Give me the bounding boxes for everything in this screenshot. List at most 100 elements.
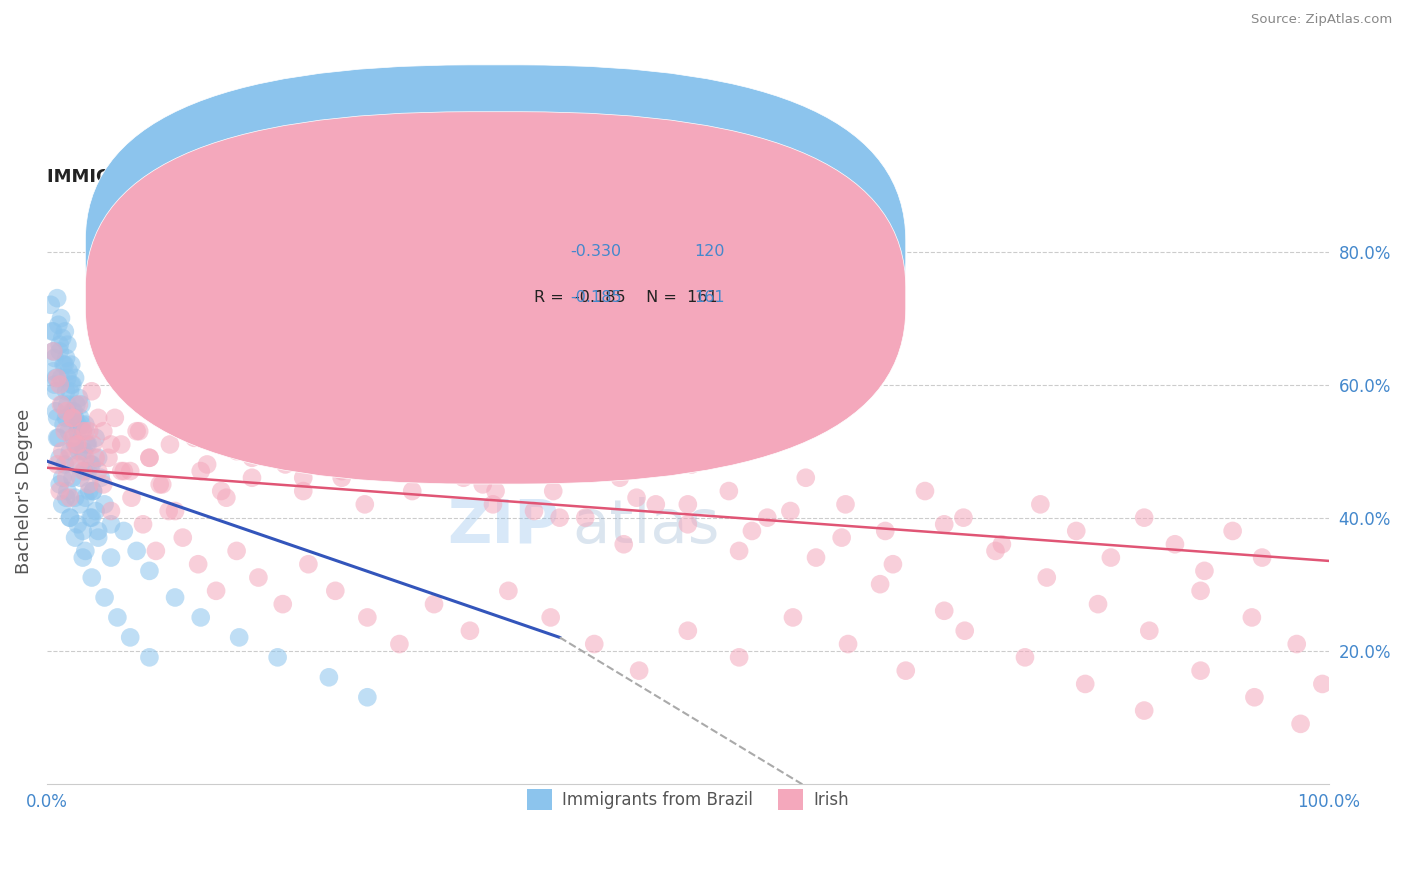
Point [72, 524, 94, 538]
Point [297, 558, 319, 572]
Point [53, 424, 76, 438]
Point [225, 544, 247, 558]
Point [63, 531, 86, 545]
Point [75, 491, 97, 505]
Point [65, 398, 87, 412]
Point [51, 398, 73, 412]
Point [388, 637, 411, 651]
Point [1099, 550, 1122, 565]
Point [1251, 550, 1274, 565]
Point [510, 458, 533, 472]
Point [91, 477, 114, 491]
Point [804, 550, 827, 565]
Point [274, 458, 297, 472]
Point [51, 444, 73, 458]
Point [77, 424, 100, 438]
Point [257, 431, 280, 445]
Point [87, 311, 110, 326]
Point [84, 431, 107, 445]
Point [62, 404, 84, 418]
Point [58, 424, 80, 438]
Point [65, 458, 87, 472]
Point [56, 484, 79, 499]
Point [82, 484, 104, 499]
Point [172, 531, 194, 545]
Point [75, 450, 97, 465]
Point [84, 504, 107, 518]
Point [75, 424, 97, 438]
Point [482, 497, 505, 511]
Point [247, 570, 270, 584]
Point [292, 437, 315, 451]
Point [100, 550, 122, 565]
Point [292, 484, 315, 499]
Point [540, 610, 562, 624]
Point [79, 510, 101, 524]
Point [834, 497, 856, 511]
Point [55, 351, 77, 365]
Text: R = -0.330    N = 120: R = -0.330 N = 120 [534, 244, 707, 259]
Point [681, 458, 703, 472]
Point [170, 404, 193, 418]
Point [183, 431, 205, 445]
Point [112, 337, 135, 351]
Point [934, 604, 956, 618]
Point [60, 358, 83, 372]
Point [426, 444, 449, 458]
Point [48, 377, 70, 392]
Point [62, 431, 84, 445]
Point [423, 597, 446, 611]
Point [1133, 510, 1156, 524]
Point [292, 471, 315, 485]
Point [128, 424, 150, 438]
Point [58, 364, 80, 378]
Point [165, 504, 187, 518]
Point [42, 364, 65, 378]
Point [53, 358, 76, 372]
Point [45, 371, 67, 385]
Point [869, 577, 891, 591]
Point [138, 564, 160, 578]
Point [67, 398, 90, 412]
Point [91, 424, 114, 438]
Point [1243, 690, 1265, 705]
Point [53, 458, 76, 472]
Point [1189, 664, 1212, 678]
Point [1189, 583, 1212, 598]
Point [44, 377, 66, 392]
Point [46, 291, 69, 305]
Point [52, 417, 75, 432]
Point [574, 510, 596, 524]
Point [728, 650, 751, 665]
Point [62, 377, 84, 392]
Point [55, 491, 77, 505]
Point [79, 458, 101, 472]
Point [1222, 524, 1244, 538]
Point [523, 504, 546, 518]
Point [756, 510, 779, 524]
Point [49, 311, 72, 326]
Point [120, 464, 142, 478]
Point [318, 670, 340, 684]
Point [121, 491, 143, 505]
Point [72, 550, 94, 565]
Point [80, 458, 103, 472]
Point [1289, 717, 1312, 731]
Point [145, 544, 167, 558]
Point [69, 410, 91, 425]
Point [240, 444, 263, 458]
Point [62, 410, 84, 425]
Point [779, 504, 801, 518]
Point [112, 524, 135, 538]
Point [48, 431, 70, 445]
Point [48, 337, 70, 351]
Point [583, 637, 606, 651]
Point [138, 450, 160, 465]
Point [48, 344, 70, 359]
Point [42, 325, 65, 339]
Point [149, 477, 172, 491]
Point [190, 610, 212, 624]
Point [330, 471, 353, 485]
Point [541, 484, 564, 499]
Point [676, 517, 699, 532]
